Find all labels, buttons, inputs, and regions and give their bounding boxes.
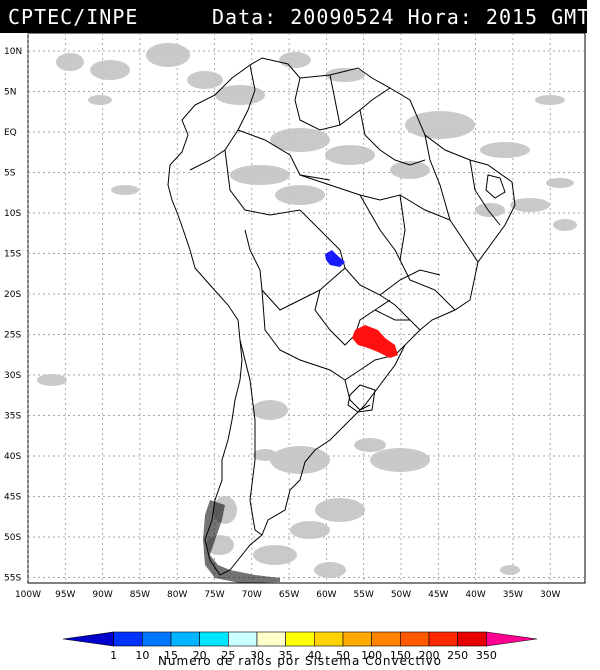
colorbar-tick-label: 350 xyxy=(476,649,497,662)
date-label: Data: xyxy=(212,5,278,29)
longitude-label: 80W xyxy=(167,590,187,600)
longitude-label: 35W xyxy=(503,590,523,600)
colorbar-tick-label: 20 xyxy=(193,649,207,662)
latitude-label: 5N xyxy=(4,88,16,98)
longitude-label: 85W xyxy=(130,590,150,600)
colorbar-cell xyxy=(113,631,143,647)
longitude-label: 90W xyxy=(92,590,112,600)
longitude-label: 75W xyxy=(204,590,224,600)
colorbar-tick-label: 150 xyxy=(390,649,411,662)
colorbar-cell xyxy=(256,631,286,647)
time-value: 2015 xyxy=(485,5,539,29)
time-unit: GMT xyxy=(551,5,591,29)
colorbar-tick-label: 25 xyxy=(221,649,235,662)
longitude-label: 55W xyxy=(354,590,374,600)
longitude-label: 70W xyxy=(242,590,262,600)
colorbar-cell xyxy=(428,631,458,647)
colorbar-ticks: 1 10 15 20 25 30 35 40 50 100 150 200 250 350 xyxy=(110,649,497,662)
colorbar-cell xyxy=(486,631,538,647)
coastline xyxy=(167,57,516,576)
longitude-label: 40W xyxy=(465,590,485,600)
colorbar-tick-label: 10 xyxy=(135,649,149,662)
latitude-label: 45S xyxy=(4,493,21,503)
source-label: CPTEC/INPE xyxy=(8,5,139,29)
colorbar-cell xyxy=(314,631,344,647)
graticule xyxy=(27,33,585,583)
latitude-label: 5S xyxy=(4,169,16,179)
colorbar-tick-label: 15 xyxy=(164,649,178,662)
colorbar-tick-label: 40 xyxy=(307,649,321,662)
latitude-label: 15S xyxy=(4,250,21,260)
map-frame xyxy=(27,32,586,584)
map-svg: 10N5NEQ5S10S15S20S25S30S35S40S45S50S55S … xyxy=(4,32,586,600)
latitude-label: 10N xyxy=(4,47,22,57)
colorbar-cell xyxy=(199,631,229,647)
latitude-labels: 10N 5N EQ 5S 10S 15S 20S 25S 30S 35S 40S 45S 50S 55S xyxy=(4,47,22,584)
lightning-cluster-blue xyxy=(325,250,345,267)
map-panel: 10N 5N EQ 5S 10S 15S 20S 25S 30S 35S 40S 45S 50S 55S … xyxy=(0,32,600,603)
latitude-label: 55S xyxy=(4,574,21,584)
time-label: Hora: xyxy=(407,5,473,29)
colorbar-tick-label: 100 xyxy=(361,649,382,662)
colorbar-cell xyxy=(142,631,172,647)
title-bar: CPTEC/INPE Data: 20090524 Hora: 2015 GMT xyxy=(0,0,590,33)
latitude-label: 10S xyxy=(4,209,21,219)
colorbar-tick-label: 35 xyxy=(279,649,293,662)
longitude-label: 50W xyxy=(391,590,411,600)
colorbar-tick-label: 1 xyxy=(110,649,117,662)
colorbar-cell xyxy=(371,631,401,647)
latitude-label: EQ xyxy=(4,128,17,138)
longitude-label: 95W xyxy=(55,590,75,600)
colorbar-tick-label: 250 xyxy=(447,649,468,662)
colorbar-cell xyxy=(285,631,315,647)
colorbar-tick-label: 50 xyxy=(336,649,350,662)
colorbar-cell xyxy=(400,631,430,647)
colorbar-cell xyxy=(457,631,487,647)
latitude-label: 20S xyxy=(4,290,21,300)
longitude-labels: 100W 95W 90W 85W 80W 75W 70W 65W 60W 55W 50W 45W 40W… xyxy=(15,590,561,600)
latitude-label: 50S xyxy=(4,533,21,543)
date-time-label: Data: 20090524 Hora: 2015 GMT xyxy=(212,5,590,29)
colorbar-cell xyxy=(228,631,258,647)
longitude-label: 100W xyxy=(15,590,41,600)
latitude-label: 35S xyxy=(4,412,21,422)
colorbar-cell xyxy=(62,631,114,647)
colorbar: 1 10 15 20 25 30 35 40 50 100 150 200 250 350 xyxy=(62,631,538,662)
southern-islands xyxy=(203,500,280,583)
colorbar-caption: Numero de raios por Sistema Convectivo xyxy=(157,654,443,668)
longitude-label: 30W xyxy=(540,590,560,600)
latitude-label: 30S xyxy=(4,371,21,381)
latitude-label: 25S xyxy=(4,331,21,341)
colorbar-tick-label: 200 xyxy=(419,649,440,662)
longitude-label: 60W xyxy=(316,590,336,600)
colorbar-tick-label: 30 xyxy=(250,649,264,662)
latitude-label: 40S xyxy=(4,452,21,462)
longitude-label: 45W xyxy=(428,590,448,600)
longitude-label: 65W xyxy=(279,590,299,600)
colorbar-cell xyxy=(342,631,372,647)
colorbar-cell xyxy=(170,631,200,647)
cloud-cover xyxy=(37,43,577,578)
colorbar-cells xyxy=(62,631,538,647)
date-value: 20090524 xyxy=(290,5,395,29)
lightning-cluster-red xyxy=(352,325,398,358)
